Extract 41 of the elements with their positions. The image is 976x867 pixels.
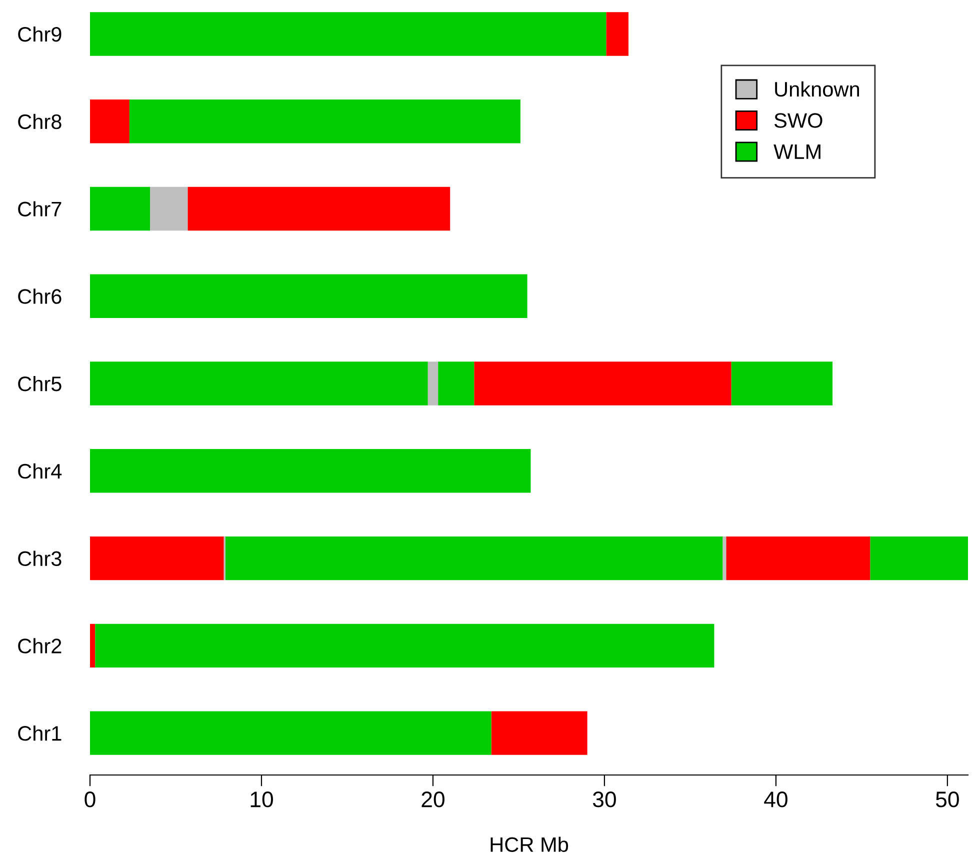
legend-label: WLM — [774, 144, 820, 159]
bar — [428, 362, 438, 406]
bar — [150, 186, 188, 231]
bar — [90, 536, 224, 580]
x-tick-label: 50 — [936, 792, 959, 808]
bar — [188, 186, 450, 231]
bar — [90, 186, 150, 231]
x-tick-label: 20 — [422, 792, 444, 808]
bar — [90, 274, 528, 318]
x-tick-label: 40 — [764, 792, 788, 808]
y-tick-label: Chr4 — [18, 463, 62, 479]
bar — [90, 449, 531, 493]
y-tick-label: Chr9 — [18, 26, 62, 42]
y-tick-label: Chr7 — [18, 201, 62, 217]
y-tick-label: Chr8 — [18, 114, 62, 130]
bar — [95, 624, 714, 668]
bar — [90, 711, 492, 755]
legend-label: Unknown — [775, 81, 859, 97]
x-tick-label: 10 — [250, 792, 273, 808]
x-axis-title: HCR Mb — [490, 836, 568, 852]
bar — [90, 12, 606, 56]
x-tick-label: 30 — [592, 792, 616, 808]
bar — [606, 12, 628, 56]
legend-label: SWO — [774, 113, 822, 128]
bar — [90, 362, 428, 406]
y-tick-label: Chr3 — [18, 550, 62, 566]
bar — [225, 536, 723, 580]
bar — [870, 536, 968, 580]
y-tick-label: Chr6 — [18, 288, 62, 304]
bar — [129, 100, 520, 144]
bar — [731, 362, 833, 406]
bar — [438, 362, 474, 406]
bar — [491, 711, 588, 755]
bar — [726, 536, 870, 580]
y-tick-label: Chr5 — [18, 376, 62, 392]
x-tick-label: 0 — [84, 792, 96, 808]
bar — [90, 624, 96, 668]
y-tick-label: Chr1 — [18, 726, 62, 741]
y-tick-label: Chr2 — [18, 638, 62, 654]
bar — [474, 362, 732, 406]
bar — [90, 100, 130, 144]
